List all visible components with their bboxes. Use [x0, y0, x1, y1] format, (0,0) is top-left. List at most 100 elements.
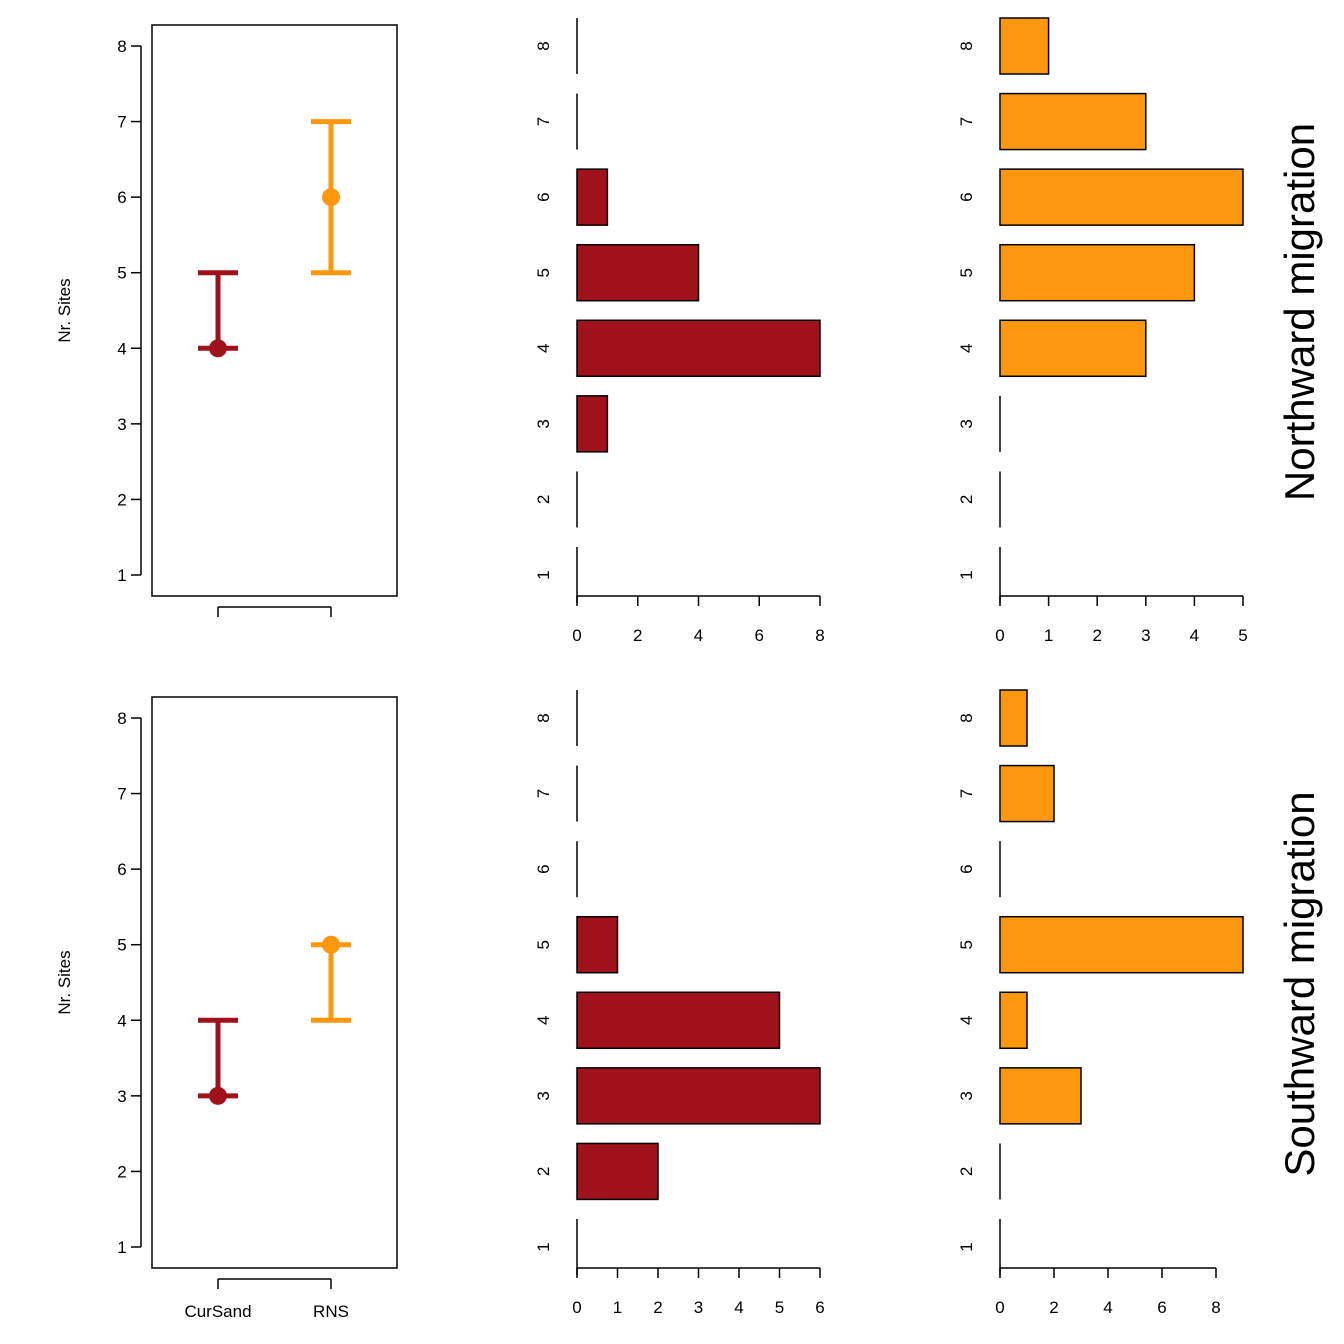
y-tick-label: 6	[117, 860, 126, 879]
data-point	[322, 188, 340, 207]
y-tick-label: 4	[117, 1011, 126, 1030]
x-tick-label: 2	[1092, 626, 1101, 645]
summary-panel-0: 1 2 3 4 5 6 7 8 Nr. Sites	[55, 24, 398, 617]
y-tick-label: 7	[957, 789, 976, 798]
y-tick-label: 6	[957, 864, 976, 873]
y-tick-label: 7	[534, 789, 553, 798]
x-tick-label: 0	[572, 1298, 581, 1317]
y-tick-label: 2	[957, 495, 976, 504]
x-tick-label: 4	[1103, 1298, 1112, 1317]
bar	[999, 168, 1244, 226]
histogram-panel-5: 1 2 3 4 5 6 7 8 0 2 4 6 8	[957, 689, 1244, 1317]
bar	[576, 319, 821, 378]
y-tick-label: 6	[534, 864, 553, 873]
y-tick-label: 3	[534, 1091, 553, 1100]
x-tick-label: CurSand	[184, 1302, 251, 1321]
bar	[576, 915, 619, 974]
histogram-panel-2: 1 2 3 4 5 6 7 8 0 1 2 3 4 5	[957, 17, 1248, 645]
y-tick-label: 2	[534, 1167, 553, 1176]
x-tick-label: 6	[755, 626, 764, 645]
y-axis-label: Nr. Sites	[55, 950, 74, 1014]
x-tick-label: 5	[775, 1298, 784, 1317]
y-tick-label: 6	[534, 192, 553, 201]
histogram-panel-1: 1 2 3 4 5 6 7 8 0 2 4 6 8	[534, 18, 825, 645]
bar	[576, 395, 609, 453]
bar	[999, 319, 1147, 378]
y-tick-label: 8	[117, 37, 126, 56]
y-tick-label: 7	[957, 117, 976, 126]
row-title-northward: Northward migration	[1276, 123, 1323, 501]
bar	[999, 991, 1028, 1050]
y-tick-label: 4	[957, 1016, 976, 1025]
bar	[576, 1142, 659, 1201]
y-tick-label: 8	[534, 41, 553, 50]
y-tick-label: 8	[534, 713, 553, 722]
data-point	[209, 1086, 227, 1105]
summary-panel-3: 1 2 3 4 5 6 7 8 Nr. Sites CurSand RNS	[55, 696, 398, 1321]
x-tick-label: RNS	[313, 1302, 349, 1321]
x-tick-label: 8	[1211, 1298, 1220, 1317]
y-tick-label: 4	[957, 344, 976, 353]
x-tick-label: 0	[995, 1298, 1004, 1317]
series-cursand	[198, 270, 238, 358]
x-tick-label: 2	[633, 626, 642, 645]
x-tick-label: 4	[734, 1298, 743, 1317]
x-tick-label: 4	[694, 626, 703, 645]
y-tick-label: 5	[534, 268, 553, 277]
y-tick-label: 7	[117, 785, 126, 804]
plot-frame	[151, 24, 398, 597]
x-tick-label: 6	[1157, 1298, 1166, 1317]
bar	[999, 764, 1055, 823]
y-tick-label: 1	[117, 566, 126, 585]
y-tick-label: 1	[957, 1242, 976, 1251]
y-tick-label: 3	[957, 1091, 976, 1100]
x-tick-label: 4	[1190, 626, 1199, 645]
series-cursand	[198, 1017, 238, 1105]
y-axis-label: Nr. Sites	[55, 278, 74, 342]
panels: 1 2 3 4 5 6 7 8 Nr. Sites 1 2 3 4 5 6 7 8 0 2 4 6 8 1 2 3 4 5 6 7 8 0 1…	[55, 17, 1248, 1321]
bar	[999, 17, 1050, 75]
series-rns	[311, 119, 351, 276]
y-tick-label: 2	[117, 1162, 126, 1181]
y-tick-label: 4	[534, 344, 553, 353]
y-tick-label: 3	[117, 415, 126, 434]
histogram-panel-4: 1 2 3 4 5 6 7 8 0 1 2 3 4 5 6	[534, 690, 825, 1317]
y-tick-label: 8	[957, 713, 976, 722]
bar	[999, 243, 1196, 302]
x-tick-label: 1	[1044, 626, 1053, 645]
bar	[999, 915, 1244, 974]
series-rns	[311, 935, 351, 1023]
bar	[576, 243, 700, 302]
x-tick-label: 2	[1049, 1298, 1058, 1317]
bar	[999, 689, 1028, 747]
plot-frame	[151, 696, 398, 1269]
y-tick-label: 3	[534, 419, 553, 428]
y-tick-label: 6	[957, 192, 976, 201]
bar	[576, 1067, 821, 1125]
x-tick-label: 5	[1238, 626, 1247, 645]
y-tick-label: 1	[117, 1238, 126, 1257]
y-tick-label: 6	[117, 188, 126, 207]
y-tick-label: 8	[957, 41, 976, 50]
y-tick-label: 4	[534, 1016, 553, 1025]
y-tick-label: 2	[117, 490, 126, 509]
bar	[576, 168, 609, 226]
y-tick-label: 7	[117, 113, 126, 132]
y-tick-label: 5	[957, 268, 976, 277]
x-tick-label: 3	[1141, 626, 1150, 645]
y-tick-label: 3	[117, 1087, 126, 1106]
x-tick-label: 8	[815, 626, 824, 645]
y-tick-label: 1	[534, 570, 553, 579]
y-tick-label: 4	[117, 339, 126, 358]
y-tick-label: 5	[534, 940, 553, 949]
y-tick-label: 3	[957, 419, 976, 428]
x-tick-label: 6	[815, 1298, 824, 1317]
y-tick-label: 8	[117, 709, 126, 728]
x-tick-label: 0	[572, 626, 581, 645]
y-tick-label: 1	[534, 1242, 553, 1251]
x-tick-label: 2	[653, 1298, 662, 1317]
y-tick-label: 7	[534, 117, 553, 126]
y-tick-label: 5	[957, 940, 976, 949]
x-tick-label: 3	[694, 1298, 703, 1317]
